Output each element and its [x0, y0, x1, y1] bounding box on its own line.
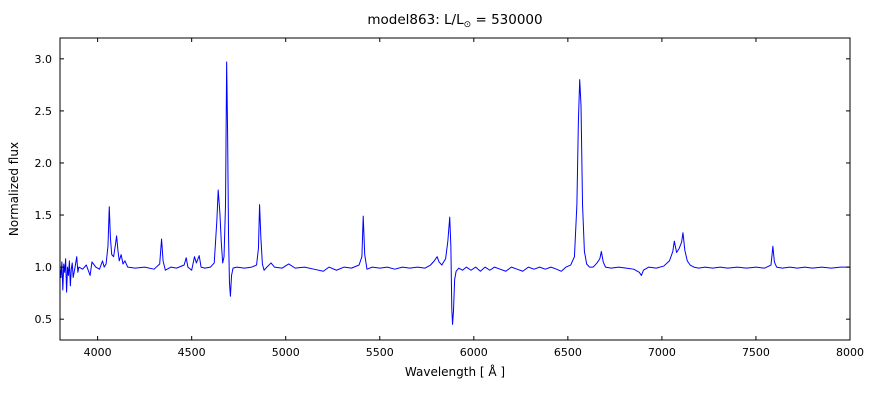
- y-tick-label: 1.5: [35, 209, 53, 222]
- x-axis-label: Wavelength [ Å ]: [405, 364, 505, 379]
- x-tick-label: 6500: [554, 346, 582, 359]
- sun-symbol-subscript: ⊙: [464, 20, 472, 30]
- y-tick-label: 0.5: [35, 313, 53, 326]
- y-tick-label: 2.5: [35, 105, 53, 118]
- x-tick-label: 7500: [742, 346, 770, 359]
- spectrum-line: [60, 61, 850, 325]
- spectrum-line-group: [60, 61, 850, 325]
- y-tick-label: 1.0: [35, 261, 53, 274]
- x-tick-label: 6000: [460, 346, 488, 359]
- axes-frame: [59, 37, 851, 341]
- y-axis-label: Normalized flux: [7, 142, 21, 236]
- y-tick-label: 3.0: [35, 53, 53, 66]
- x-tick-label: 7000: [648, 346, 676, 359]
- chart-title-suffix: = 530000: [471, 12, 542, 28]
- x-tick-label: 4500: [178, 346, 206, 359]
- axis-ticks-group: 4000 4500 5000 5500 6000 6500 7000 7500 8000 0.5 1…: [35, 38, 864, 359]
- x-tick-label: 4000: [84, 346, 112, 359]
- x-tick-label: 5500: [366, 346, 394, 359]
- x-tick-label: 8000: [836, 346, 864, 359]
- chart-title-prefix: model863: L/L: [367, 12, 464, 28]
- x-tick-label: 5000: [272, 346, 300, 359]
- y-tick-label: 2.0: [35, 157, 53, 170]
- chart-title: model863: L/L⊙ = 530000: [367, 12, 542, 30]
